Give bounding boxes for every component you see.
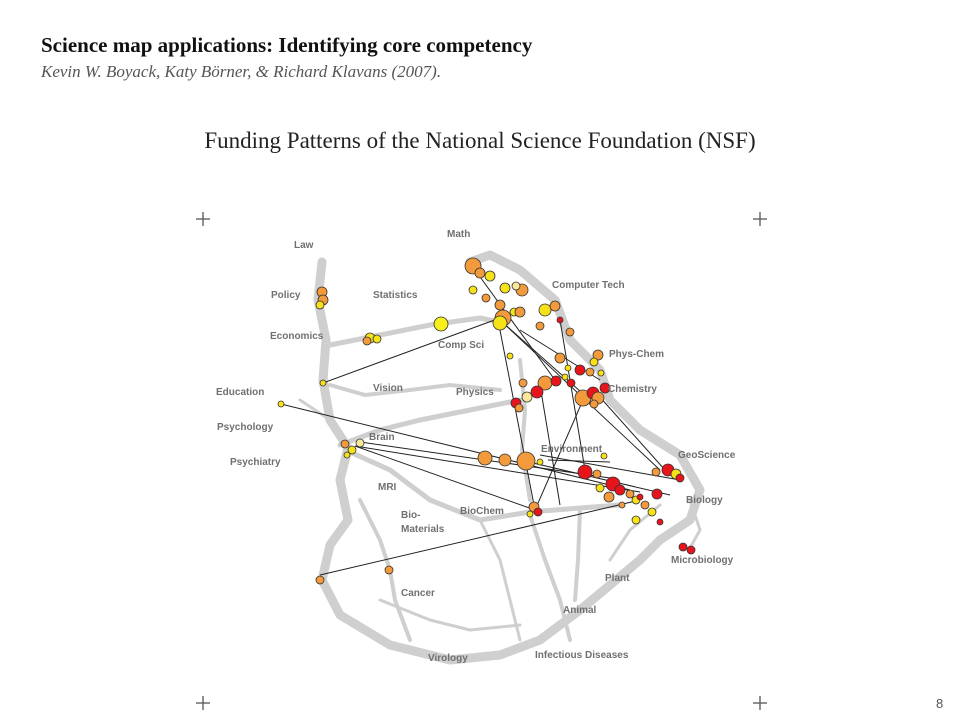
slide-citation: Kevin W. Boyack, Katy Börner, & Richard … — [41, 62, 442, 81]
region-label-phys-chem: Phys-Chem — [609, 349, 664, 360]
crosshair-icon — [753, 696, 767, 710]
region-label-virology: Virology — [428, 653, 468, 664]
region-label-psychiatry: Psychiatry — [230, 457, 281, 468]
crosshair-icon — [196, 696, 210, 710]
region-label-compsci: Comp Sci — [438, 340, 484, 351]
region-label-geoscience: GeoScience — [678, 450, 736, 461]
crosshair-icon — [196, 212, 210, 226]
region-labels: Law Math Policy Statistics Computer Tech… — [216, 229, 736, 664]
region-label-plant: Plant — [605, 573, 630, 584]
region-label-math: Math — [447, 229, 470, 240]
corner-marks — [196, 212, 767, 710]
region-label-vision: Vision — [373, 383, 403, 394]
region-label-statistics: Statistics — [373, 290, 418, 301]
region-label-computer-tech: Computer Tech — [552, 280, 625, 291]
region-label-infectious-diseases: Infectious Diseases — [535, 650, 629, 661]
slide-title: Science map applications: Identifying co… — [41, 33, 533, 57]
region-label-brain: Brain — [369, 432, 395, 443]
region-label-law: Law — [294, 240, 314, 251]
region-label-biochem: BioChem — [460, 506, 504, 517]
map-title: Funding Patterns of the National Science… — [204, 128, 756, 153]
region-label-biology: Biology — [686, 495, 723, 506]
funding-nodes — [277, 257, 696, 585]
page-number: 8 — [936, 696, 944, 711]
region-label-economics: Economics — [270, 331, 324, 342]
region-label-bio-materials: Bio- — [401, 510, 420, 521]
region-label-psychology: Psychology — [217, 422, 274, 433]
region-label-education: Education — [216, 387, 264, 398]
region-label-bio-materials: Materials — [401, 524, 445, 535]
crosshair-icon — [753, 212, 767, 226]
region-label-environment: Environment — [541, 444, 603, 455]
region-label-physics: Physics — [456, 387, 494, 398]
region-label-policy: Policy — [271, 290, 301, 301]
region-label-cancer: Cancer — [401, 588, 435, 599]
region-label-chemistry: Chemistry — [608, 384, 657, 395]
region-label-mri: MRI — [378, 482, 397, 493]
region-label-animal: Animal — [563, 605, 597, 616]
region-label-microbiology: Microbiology — [671, 555, 734, 566]
funding-edges — [280, 269, 681, 576]
